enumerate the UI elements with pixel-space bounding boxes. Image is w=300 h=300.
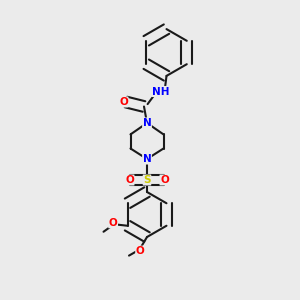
Text: O: O bbox=[125, 175, 134, 185]
Text: O: O bbox=[109, 218, 118, 228]
Text: O: O bbox=[160, 175, 169, 185]
Text: NH: NH bbox=[152, 86, 169, 97]
Text: S: S bbox=[143, 175, 151, 185]
Text: O: O bbox=[119, 97, 128, 107]
Text: O: O bbox=[136, 246, 145, 256]
Text: N: N bbox=[142, 118, 152, 128]
Text: N: N bbox=[142, 154, 152, 164]
